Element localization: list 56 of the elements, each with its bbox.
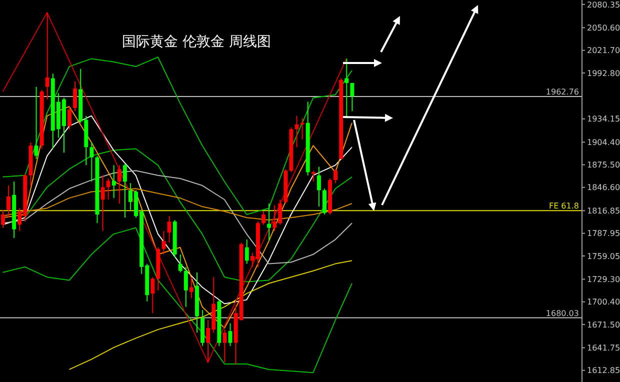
candlestick	[350, 82, 354, 112]
candlestick	[184, 266, 188, 308]
y-tick-label: 1729.30	[587, 275, 620, 284]
candlestick	[150, 276, 155, 314]
candlestick	[244, 239, 249, 264]
y-tick-label: 1875.50	[587, 160, 620, 170]
candlestick	[222, 329, 227, 363]
candlestick	[100, 174, 105, 232]
ref-line-label: 1962.76	[546, 87, 579, 96]
candlestick	[6, 185, 11, 218]
y-tick-label: 2021.70	[587, 46, 620, 56]
text: 国际黄金 伦敦金 周线图	[122, 33, 271, 51]
line-series	[68, 260, 352, 370]
y-tick-label: 1934.15	[587, 114, 620, 124]
y-tick-label: 2050.60	[587, 24, 620, 33]
candlestick	[73, 80, 78, 112]
candlestick	[262, 210, 266, 226]
candlestick	[34, 86, 38, 160]
candlestick	[112, 164, 116, 199]
candlestick	[178, 254, 182, 273]
y-tick-label: 1787.95	[587, 229, 620, 238]
candlestick	[122, 163, 127, 218]
candlestick	[162, 230, 166, 255]
candlestick	[300, 118, 304, 140]
candlestick	[90, 142, 94, 182]
y-tick-label: 1612.85	[587, 366, 620, 376]
y-tick-label: 1846.60	[587, 183, 620, 192]
candlestick	[68, 106, 72, 130]
candlestick	[334, 168, 338, 184]
y-tick-label: 1992.80	[587, 68, 620, 78]
candlestick	[344, 58, 349, 119]
y-tick-label: 1816.85	[587, 206, 620, 216]
candlestick	[228, 322, 232, 346]
line-series	[2, 170, 352, 264]
y-tick-label: 2080.35	[587, 0, 620, 10]
candlestick	[106, 178, 110, 200]
ref-line-label: FE 61.8	[548, 202, 579, 211]
y-tick-label: 1759.05	[587, 252, 620, 261]
candlestick	[294, 115, 299, 148]
candlestick	[322, 188, 326, 215]
y-tick-label: 1904.40	[587, 138, 620, 147]
candlestick	[316, 166, 321, 208]
candlestick	[189, 276, 194, 299]
line-series	[2, 56, 352, 215]
candlestick	[117, 164, 122, 204]
candlestick	[267, 203, 272, 242]
candlestick	[1, 209, 5, 228]
ref-line-label: 1680.03	[546, 308, 579, 318]
line-series	[2, 106, 352, 328]
candlestick	[311, 170, 316, 182]
candlestick	[167, 216, 172, 244]
y-tick-label: 1700.40	[587, 298, 620, 307]
y-tick-label: 1671.50	[587, 320, 620, 330]
y-tick-label: 1641.75	[587, 344, 620, 353]
candlestick	[45, 12, 50, 100]
line-series	[2, 227, 352, 374]
